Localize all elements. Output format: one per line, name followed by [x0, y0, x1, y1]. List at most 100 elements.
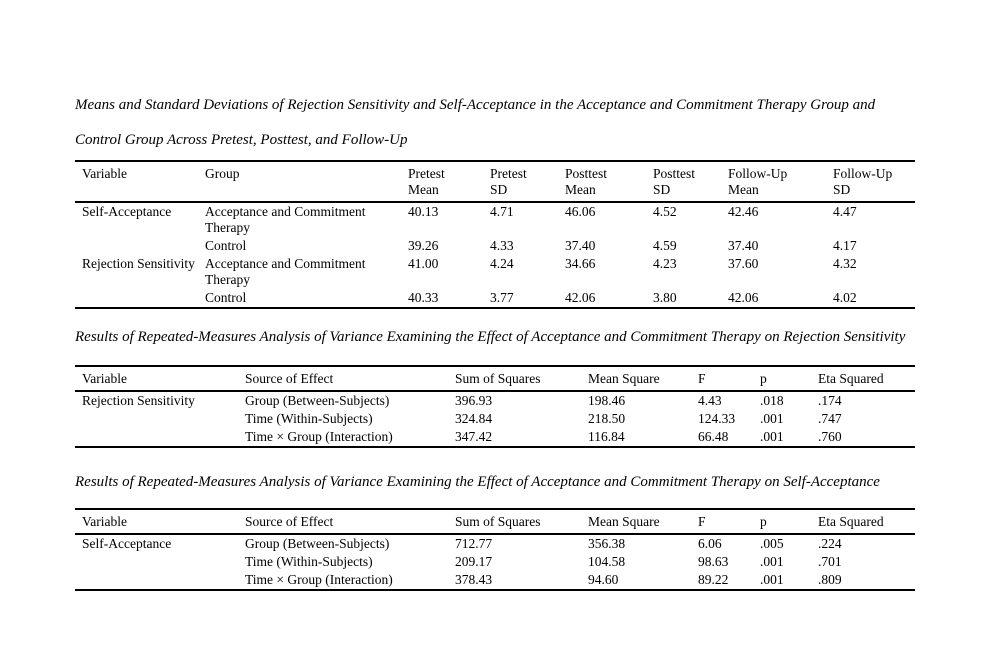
- cell-value: .224: [818, 536, 842, 551]
- means-sd-table: Variable Group Pretest Mean Pretest SD Pos…: [75, 160, 915, 309]
- cell-value: 3.80: [653, 290, 677, 305]
- cell-value: .747: [818, 411, 842, 426]
- cell-value: 42.06: [565, 290, 596, 305]
- header-followup-mean: Follow-Up Mean: [728, 166, 788, 197]
- table-row: Time (Within-Subjects) 209.17 104.58 98.…: [75, 553, 915, 571]
- cell-variable: [75, 289, 205, 308]
- header-variable: Variable: [82, 166, 127, 181]
- cell-value: .701: [818, 554, 842, 569]
- means-sd-table-caption: Means and Standard Deviations of Rejecti…: [75, 97, 876, 148]
- cell-value: 37.40: [728, 238, 759, 253]
- cell-value: 4.17: [833, 238, 857, 253]
- header-sum-of-squares: Sum of Squares: [455, 514, 541, 529]
- header-eta-squared: Eta Squared: [818, 371, 884, 386]
- cell-value: .001: [760, 411, 784, 426]
- anova-self-acceptance-table: Variable Source of Effect Sum of Squares…: [75, 508, 915, 591]
- cell-source: Time (Within-Subjects): [245, 554, 373, 569]
- cell-source: Group (Between-Subjects): [245, 393, 390, 408]
- cell-variable: Rejection Sensitivity: [82, 393, 195, 408]
- cell-value: 40.13: [408, 204, 439, 219]
- cell-group: Control: [205, 290, 247, 305]
- cell-variable: Self-Acceptance: [82, 204, 172, 219]
- cell-value: 37.40: [565, 238, 596, 253]
- header-pretest-sd: Pretest SD: [490, 166, 527, 197]
- cell-value: 4.32: [833, 256, 857, 271]
- cell-value: 40.33: [408, 290, 439, 305]
- cell-value: 4.43: [698, 393, 722, 408]
- header-group: Group: [205, 166, 240, 181]
- cell-source: Time × Group (Interaction): [245, 572, 393, 587]
- header-p: p: [760, 514, 767, 529]
- table-row: Time × Group (Interaction) 378.43 94.60 …: [75, 571, 915, 590]
- header-followup-sd: Follow-Up SD: [833, 166, 893, 197]
- cell-value: 42.06: [728, 290, 759, 305]
- table-row: Self-Acceptance Group (Between-Subjects)…: [75, 534, 915, 553]
- header-pretest-mean: Pretest Mean: [408, 166, 445, 197]
- cell-value: .001: [760, 572, 784, 587]
- cell-value: 378.43: [455, 572, 493, 587]
- cell-value: 104.58: [588, 554, 626, 569]
- means-sd-header-row: Variable Group Pretest Mean Pretest SD Pos…: [75, 161, 915, 202]
- cell-value: 42.46: [728, 204, 759, 219]
- cell-group: Control: [205, 238, 247, 253]
- cell-value: .001: [760, 554, 784, 569]
- cell-value: 89.22: [698, 572, 729, 587]
- cell-value: 4.59: [653, 238, 677, 253]
- anova-rejection-caption: Results of Repeated-Measures Analysis of…: [75, 329, 906, 345]
- cell-value: 4.47: [833, 204, 857, 219]
- table-row: Time × Group (Interaction) 347.42 116.84…: [75, 428, 915, 447]
- header-source-of-effect: Source of Effect: [245, 514, 334, 529]
- cell-value: 46.06: [565, 204, 596, 219]
- cell-variable: Self-Acceptance: [82, 536, 172, 551]
- cell-value: 198.46: [588, 393, 626, 408]
- cell-variable: [75, 428, 245, 447]
- cell-value: 712.77: [455, 536, 493, 551]
- cell-value: 34.66: [565, 256, 596, 271]
- table-row: Control 39.26 4.33 37.40 4.59 37.40 4.17: [75, 237, 915, 255]
- document-content: Means and Standard Deviations of Rejecti…: [75, 0, 915, 591]
- cell-value: 4.02: [833, 290, 857, 305]
- cell-value: 4.24: [490, 256, 514, 271]
- anova-rejection-table: Variable Source of Effect Sum of Squares…: [75, 365, 915, 448]
- cell-value: .809: [818, 572, 842, 587]
- header-source-of-effect: Source of Effect: [245, 371, 334, 386]
- cell-value: 218.50: [588, 411, 626, 426]
- anova-self-acceptance-header-row: Variable Source of Effect Sum of Squares…: [75, 509, 915, 534]
- cell-value: .018: [760, 393, 784, 408]
- cell-group: Acceptance and Commitment Therapy: [205, 204, 366, 235]
- cell-value: 4.71: [490, 204, 514, 219]
- cell-value: 98.63: [698, 554, 729, 569]
- cell-value: 356.38: [588, 536, 626, 551]
- cell-value: .005: [760, 536, 784, 551]
- header-eta-squared: Eta Squared: [818, 514, 884, 529]
- cell-value: 4.52: [653, 204, 677, 219]
- header-f: F: [698, 371, 706, 386]
- header-sum-of-squares: Sum of Squares: [455, 371, 541, 386]
- header-variable: Variable: [82, 371, 127, 386]
- header-posttest-sd: Posttest SD: [653, 166, 696, 197]
- cell-value: 4.23: [653, 256, 677, 271]
- cell-value: .174: [818, 393, 842, 408]
- anova-rejection-header-row: Variable Source of Effect Sum of Squares…: [75, 366, 915, 391]
- cell-value: .760: [818, 429, 842, 444]
- cell-value: 324.84: [455, 411, 493, 426]
- cell-variable: [75, 410, 245, 428]
- cell-value: 124.33: [698, 411, 736, 426]
- table-row: Self-Acceptance Acceptance and Commitmen…: [75, 202, 915, 237]
- cell-value: 396.93: [455, 393, 493, 408]
- cell-value: 37.60: [728, 256, 759, 271]
- cell-group: Acceptance and Commitment Therapy: [205, 256, 366, 287]
- cell-source: Time (Within-Subjects): [245, 411, 373, 426]
- cell-value: 6.06: [698, 536, 722, 551]
- cell-value: 4.33: [490, 238, 514, 253]
- cell-variable: [75, 571, 245, 590]
- cell-value: 209.17: [455, 554, 493, 569]
- cell-value: 3.77: [490, 290, 514, 305]
- anova-self-acceptance-caption: Results of Repeated-Measures Analysis of…: [75, 474, 880, 490]
- header-f: F: [698, 514, 706, 529]
- header-p: p: [760, 371, 767, 386]
- table-row: Rejection Sensitivity Acceptance and Com…: [75, 255, 915, 289]
- cell-source: Time × Group (Interaction): [245, 429, 393, 444]
- cell-variable: Rejection Sensitivity: [82, 256, 195, 271]
- cell-variable: [75, 553, 245, 571]
